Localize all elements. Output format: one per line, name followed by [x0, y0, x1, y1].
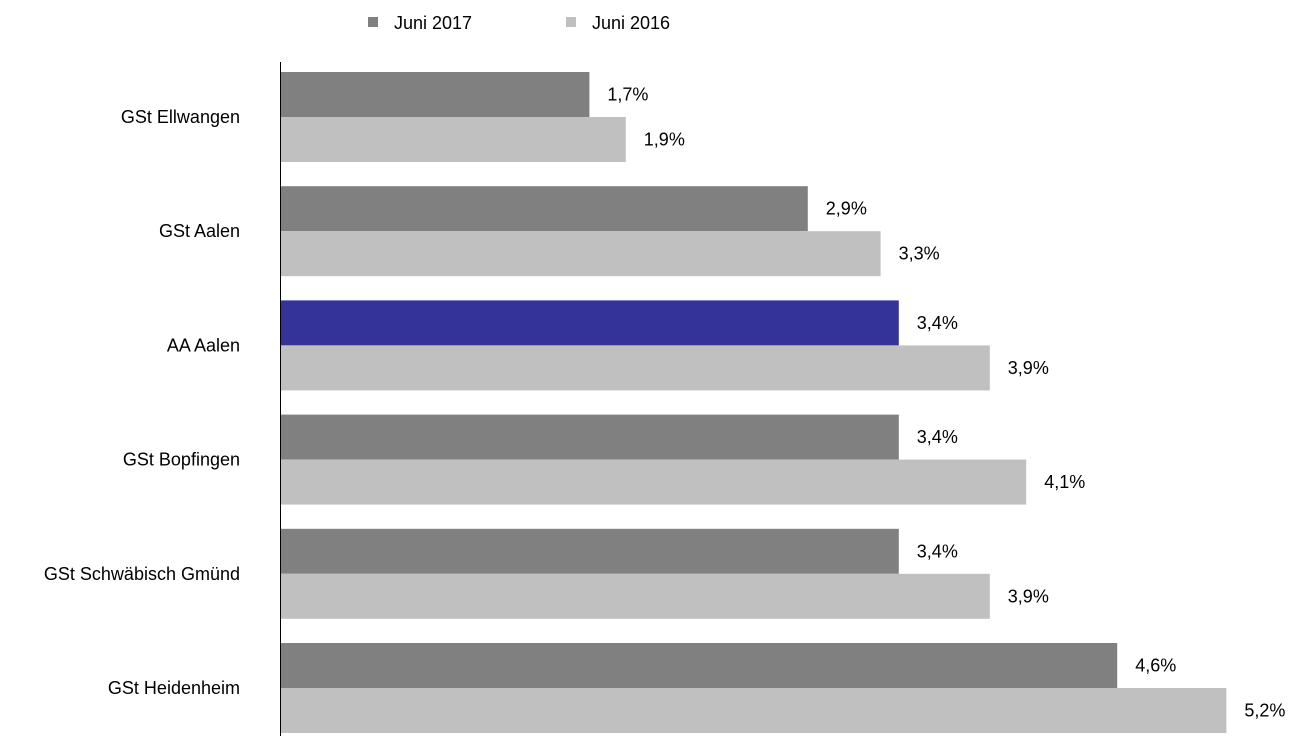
- bar-gst-heidenheim-juni-2017: [280, 643, 1118, 688]
- legend-label-juni-2016: Juni 2016: [592, 13, 670, 33]
- value-label-aa-aalen-juni-2017: 3,4%: [917, 313, 958, 333]
- value-label-aa-aalen-juni-2016: 3,9%: [1008, 358, 1049, 378]
- category-label-gst-bopfingen: GSt Bopfingen: [123, 450, 240, 470]
- value-label-gst-heidenheim-juni-2017: 4,6%: [1135, 656, 1176, 676]
- bar-gst-ellwangen-juni-2017: [280, 72, 590, 117]
- legend-label-juni-2017: Juni 2017: [394, 13, 472, 33]
- value-label-gst-bopfingen-juni-2017: 3,4%: [917, 427, 958, 447]
- value-label-gst-schwaebisch-gmuend-juni-2017: 3,4%: [917, 541, 958, 561]
- bar-gst-schwaebisch-gmuend-juni-2016: [280, 573, 990, 619]
- data-labels: 1,7% 1,9% 2,9% 3,3% 3,4% 3,9% 3,4% 4,1% 3,4% 3,9%…: [607, 85, 1285, 721]
- category-label-gst-ellwangen: GSt Ellwangen: [121, 107, 240, 127]
- legend: Juni 2017 Juni 2016: [368, 13, 670, 33]
- bar-aa-aalen-juni-2017: [280, 300, 899, 346]
- value-label-gst-ellwangen-juni-2017: 1,7%: [607, 85, 648, 105]
- bar-gst-bopfingen-juni-2017: [280, 414, 899, 460]
- bar-aa-aalen-juni-2016: [280, 345, 990, 391]
- legend-swatch-juni-2017: [368, 17, 378, 27]
- category-label-gst-schwaebisch-gmuend: GSt Schwäbisch Gmünd: [44, 564, 240, 584]
- legend-swatch-juni-2016: [566, 17, 576, 27]
- category-label-gst-aalen: GSt Aalen: [159, 221, 240, 241]
- bars: [280, 72, 1227, 733]
- value-label-gst-bopfingen-juni-2016: 4,1%: [1044, 472, 1085, 492]
- bar-gst-ellwangen-juni-2016: [280, 117, 626, 162]
- value-label-gst-aalen-juni-2017: 2,9%: [826, 199, 867, 219]
- category-label-aa-aalen: AA Aalen: [167, 335, 240, 355]
- bar-gst-bopfingen-juni-2016: [280, 459, 1027, 505]
- value-label-gst-ellwangen-juni-2016: 1,9%: [644, 130, 685, 150]
- value-label-gst-aalen-juni-2016: 3,3%: [899, 244, 940, 264]
- value-label-gst-heidenheim-juni-2016: 5,2%: [1244, 701, 1285, 721]
- category-labels: GSt Ellwangen GSt Aalen AA Aalen GSt Bopfin…: [44, 107, 240, 698]
- bar-gst-aalen-juni-2017: [280, 186, 808, 232]
- bar-gst-heidenheim-juni-2016: [280, 688, 1227, 733]
- bar-gst-aalen-juni-2016: [280, 231, 881, 277]
- category-label-gst-heidenheim: GSt Heidenheim: [108, 678, 240, 698]
- value-label-gst-schwaebisch-gmuend-juni-2016: 3,9%: [1008, 586, 1049, 606]
- bar-gst-schwaebisch-gmuend-juni-2017: [280, 528, 899, 574]
